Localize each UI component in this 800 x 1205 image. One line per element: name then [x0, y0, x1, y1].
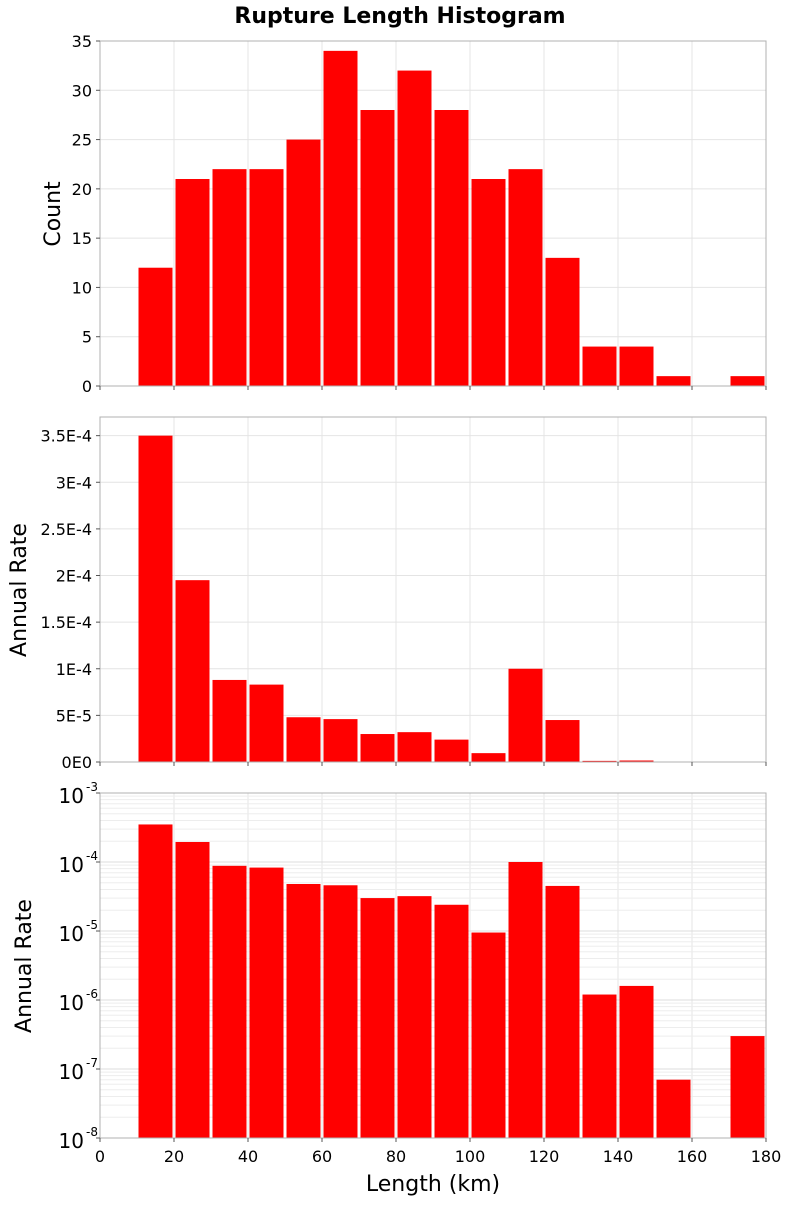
bar-25: [176, 580, 210, 762]
x-tick-label: 40: [238, 1147, 258, 1166]
y-tick-label: 25: [72, 131, 92, 150]
bar-105: [472, 933, 506, 1138]
panel-3-ylabel: Annual Rate: [12, 899, 37, 1033]
bar-135: [583, 995, 617, 1138]
bar-115: [509, 669, 543, 762]
bar-55: [287, 140, 321, 386]
bar-35: [213, 866, 247, 1138]
chart-title: Rupture Length Histogram: [234, 4, 565, 29]
bar-125: [546, 720, 580, 762]
bar-65: [324, 51, 358, 386]
y-tick-label: 10: [59, 784, 84, 808]
bar-55: [287, 717, 321, 762]
bar-95: [435, 905, 469, 1138]
bar-125: [546, 258, 580, 386]
y-tick-label: 5: [82, 328, 92, 347]
bar-55: [287, 884, 321, 1138]
x-tick-label: 0: [95, 1147, 105, 1166]
bar-175: [731, 1036, 765, 1138]
bar-175: [731, 376, 765, 386]
bar-75: [361, 734, 395, 762]
y-tick-label: 0E0: [62, 753, 92, 772]
y-tick-exponent: -6: [86, 987, 98, 1001]
y-tick-exponent: -4: [86, 849, 98, 863]
bar-155: [657, 1080, 691, 1138]
bar-105: [472, 753, 506, 762]
y-tick-exponent: -7: [86, 1056, 98, 1070]
y-tick-label: 10: [59, 1129, 84, 1153]
panel-1-ylabel: Count: [41, 181, 66, 247]
panel-2-ylabel: Annual Rate: [7, 523, 32, 657]
panel-2: 0E0 5E-5 1E-4 1.5E-4 2E-4 2.5E-4 3E-4 3.5E-4: [40, 417, 766, 772]
y-tick-label: 1E-4: [56, 660, 92, 679]
y-tick-label: 3.5E-4: [40, 427, 92, 446]
y-tick-label: 15: [72, 229, 92, 248]
y-tick-exponent: -3: [86, 780, 98, 794]
x-tick-label: 100: [455, 1147, 486, 1166]
bar-145: [620, 347, 654, 386]
y-tick-label: 30: [72, 81, 92, 100]
bar-85: [398, 71, 432, 386]
bar-95: [435, 110, 469, 386]
bar-155: [657, 376, 691, 386]
bar-35: [213, 169, 247, 386]
bar-125: [546, 886, 580, 1138]
y-tick-label: 2E-4: [56, 567, 92, 586]
y-tick-exponent: -8: [86, 1125, 98, 1139]
bar-75: [361, 110, 395, 386]
bar-135: [583, 347, 617, 386]
x-tick-label: 140: [603, 1147, 634, 1166]
y-tick-label: 3E-4: [56, 473, 92, 492]
x-tick-label: 20: [164, 1147, 184, 1166]
bar-45: [250, 169, 284, 386]
y-tick-label: 0: [82, 377, 92, 396]
bar-65: [324, 719, 358, 762]
bar-75: [361, 898, 395, 1138]
x-tick-label: 160: [677, 1147, 708, 1166]
bar-25: [176, 179, 210, 386]
y-tick-label: 10: [59, 1060, 84, 1084]
y-tick-label: 10: [59, 922, 84, 946]
bar-35: [213, 680, 247, 762]
y-tick-label: 10: [72, 278, 92, 297]
y-tick-label: 35: [72, 32, 92, 51]
bar-25: [176, 842, 210, 1138]
y-tick-label: 10: [59, 991, 84, 1015]
x-axis-label: Length (km): [366, 1172, 500, 1197]
y-tick-label: 5E-5: [56, 706, 92, 725]
bar-15: [139, 436, 173, 762]
bar-115: [509, 862, 543, 1138]
panel-1: 0 5 10 15 20 25 30 35: [72, 32, 766, 396]
bar-45: [250, 868, 284, 1138]
bar-15: [139, 824, 173, 1138]
bar-85: [398, 896, 432, 1138]
x-tick-label: 180: [751, 1147, 782, 1166]
bar-65: [324, 885, 358, 1138]
bar-15: [139, 268, 173, 386]
y-tick-exponent: -5: [86, 918, 98, 932]
bar-45: [250, 685, 284, 762]
x-tick-label: 60: [312, 1147, 332, 1166]
bar-105: [472, 179, 506, 386]
y-tick-label: 2.5E-4: [40, 520, 92, 539]
y-tick-label: 1.5E-4: [40, 613, 92, 632]
x-tick-label: 120: [529, 1147, 560, 1166]
bar-85: [398, 732, 432, 762]
y-tick-label: 20: [72, 180, 92, 199]
bar-95: [435, 740, 469, 762]
bar-145: [620, 986, 654, 1138]
x-tick-label: 80: [386, 1147, 406, 1166]
y-tick-label: 10: [59, 853, 84, 877]
bar-115: [509, 169, 543, 386]
